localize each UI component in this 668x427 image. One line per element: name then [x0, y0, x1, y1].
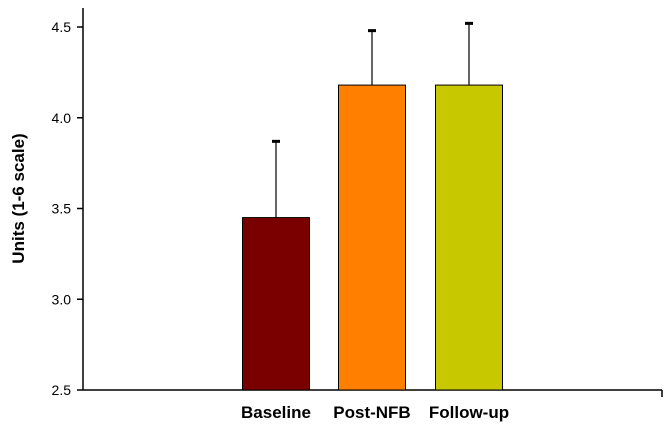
- x-axis: Baseline Post-NFB Follow-up: [83, 389, 663, 422]
- y-axis: 2.5 3.0 3.5 4.0 4.5: [52, 8, 84, 398]
- y-tick-label: 4.0: [52, 110, 72, 126]
- bar-follow-up: [435, 84, 503, 391]
- bar-post-nfb: [338, 84, 406, 391]
- x-tick-label: Baseline: [241, 403, 311, 422]
- y-tick-label: 3.5: [52, 201, 72, 217]
- y-tick-label: 2.5: [52, 382, 72, 398]
- x-tick-label: Follow-up: [429, 403, 509, 422]
- bars: [242, 84, 503, 391]
- x-tick-label: Post-NFB: [333, 403, 410, 422]
- y-tick-label: 4.5: [52, 19, 72, 35]
- y-tick-label: 3.0: [52, 291, 72, 307]
- bar-baseline: [242, 217, 310, 391]
- error-bars: [272, 21, 473, 218]
- y-axis-title: Units (1-6 scale): [9, 133, 28, 263]
